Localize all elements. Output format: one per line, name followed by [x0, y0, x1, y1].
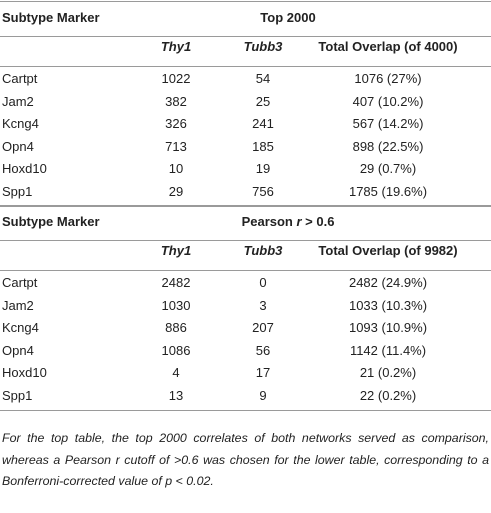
row-label: Opn4 [2, 138, 34, 154]
group-header: Pearson r > 0.6 [242, 214, 335, 230]
rule [0, 66, 491, 67]
header-label: Subtype Marker [2, 214, 100, 229]
column-header: Total Overlap (of 4000) [318, 39, 458, 54]
row-label: Hoxd10 [2, 161, 47, 177]
rule [0, 206, 491, 207]
cell: 1093 (10.9%) [348, 320, 428, 336]
cell: 2482 [161, 275, 191, 290]
row-label: Jam2 [2, 93, 34, 109]
group-header-part: > 0.6 [301, 214, 335, 229]
cell: 886 [165, 320, 187, 336]
cell: 19 [255, 161, 271, 177]
rule [0, 410, 491, 411]
rule [0, 36, 491, 37]
column-header: Tubb3 [243, 39, 283, 54]
cell: 13 [168, 388, 184, 403]
cell: 1030 [161, 297, 191, 313]
cell: 326 [165, 116, 187, 132]
cell: 241 [252, 116, 274, 132]
group-header: Top 2000 [260, 10, 315, 26]
cell: 898 (22.5%) [352, 138, 424, 154]
group-header-part: r [296, 214, 302, 229]
row-label: Opn4 [2, 342, 34, 358]
footnote: For the top table, the top 2000 correlat… [2, 431, 489, 488]
cell: 9 [259, 388, 267, 403]
cell: 29 [168, 184, 184, 199]
rule [0, 240, 491, 241]
cell: 10 [168, 161, 184, 177]
row-label: Spp1 [2, 184, 33, 199]
rule [0, 270, 491, 271]
cell: 1022 [161, 71, 191, 86]
row-label: Jam2 [2, 297, 34, 313]
cell: 407 (10.2%) [352, 93, 424, 109]
header-label: Subtype Marker [2, 10, 100, 25]
rule [0, 1, 491, 2]
cell: 713 [165, 138, 187, 154]
row-label: Kcng4 [2, 116, 39, 132]
row-label: Kcng4 [2, 320, 39, 336]
row-label: Hoxd10 [2, 365, 47, 381]
column-header: Tubb3 [243, 243, 283, 258]
cell: 2482 (24.9%) [348, 275, 428, 290]
cell: 185 [252, 138, 274, 154]
group-header-part: Top 2000 [260, 10, 316, 25]
cell: 17 [255, 365, 271, 381]
column-header: Thy1 [160, 39, 192, 54]
cell: 25 [255, 93, 271, 109]
group-header-part: Pearson [241, 214, 297, 229]
cell: 3 [259, 297, 267, 313]
cell: 0 [259, 275, 267, 290]
cell: 756 [252, 184, 274, 199]
cell: 4 [172, 365, 180, 381]
cell: 21 (0.2%) [359, 365, 417, 381]
column-header: Thy1 [160, 243, 192, 258]
cell: 1033 (10.3%) [348, 297, 428, 313]
cell: 1086 [161, 342, 191, 358]
cell: 567 (14.2%) [352, 116, 424, 132]
cell: 207 [252, 320, 274, 336]
cell: 22 (0.2%) [359, 388, 417, 403]
row-label: Cartpt [2, 275, 38, 290]
row-label: Cartpt [2, 71, 38, 86]
cell: 1142 (11.4%) [349, 342, 427, 358]
cell: 382 [165, 93, 187, 109]
rule [0, 205, 491, 206]
cell: 29 (0.7%) [359, 161, 417, 177]
cell: 54 [255, 71, 271, 86]
column-header: Total Overlap (of 9982) [318, 243, 458, 258]
cell: 56 [255, 342, 271, 358]
cell: 1076 (27%) [354, 71, 422, 86]
cell: 1785 (19.6%) [348, 184, 428, 199]
row-label: Spp1 [2, 388, 33, 403]
